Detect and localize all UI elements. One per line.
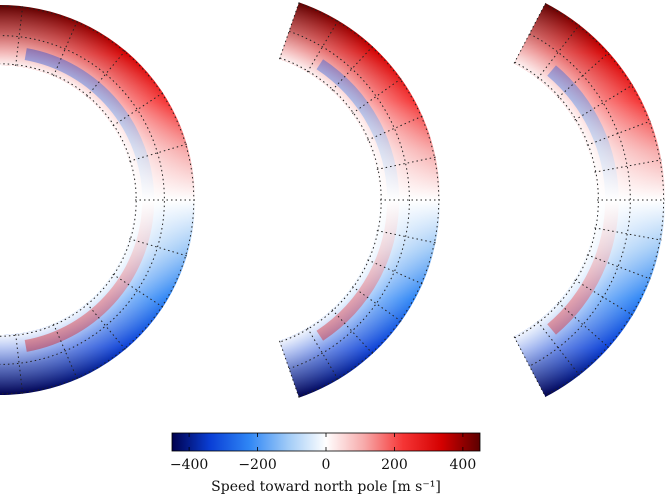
grid-radial bbox=[376, 156, 436, 170]
grid-radial bbox=[306, 327, 339, 380]
grid-radial bbox=[367, 259, 423, 285]
field-inner bbox=[316, 59, 400, 341]
grid-arc bbox=[529, 33, 631, 367]
colorbar-tick-label: 0 bbox=[322, 457, 331, 473]
grid-radial bbox=[279, 340, 300, 398]
field-fade bbox=[0, 5, 195, 395]
grid-radial bbox=[331, 309, 374, 355]
meridional-panel bbox=[0, 5, 195, 395]
grid-radial bbox=[367, 115, 423, 141]
grid-radial bbox=[352, 78, 402, 114]
grid-radial bbox=[279, 2, 300, 60]
grid-arc bbox=[0, 63, 137, 337]
grid-radial bbox=[53, 20, 78, 77]
colorbar-label: Speed toward north pole [m s⁻¹] bbox=[211, 479, 441, 495]
field-inner bbox=[24, 48, 155, 352]
meridional-panel bbox=[279, 2, 440, 398]
grid-radial bbox=[15, 6, 24, 66]
grid-radial bbox=[129, 143, 187, 162]
colorbar-tick-label: 400 bbox=[450, 457, 477, 473]
grid-arc bbox=[514, 61, 599, 339]
colorbar-tick-label: −400 bbox=[170, 457, 208, 473]
meridional-panel bbox=[513, 2, 666, 398]
grid-radial bbox=[53, 323, 78, 380]
grid-radial bbox=[352, 286, 402, 322]
panels bbox=[0, 2, 666, 398]
grid-radial bbox=[306, 20, 339, 73]
grid-radial bbox=[129, 238, 187, 257]
field-fade bbox=[514, 3, 666, 397]
colorbar-tick-label: 200 bbox=[381, 457, 408, 473]
grid-radial bbox=[112, 92, 164, 127]
grid-radial bbox=[331, 45, 374, 91]
grid-radial bbox=[86, 50, 126, 97]
colorbar: −400 −200 0 200 400 bbox=[170, 432, 481, 473]
field-inner bbox=[547, 65, 619, 335]
grid-radial bbox=[15, 334, 24, 394]
field-fade bbox=[279, 2, 440, 398]
grid-radial bbox=[86, 303, 126, 350]
grid-radial bbox=[112, 273, 164, 308]
grid-radial bbox=[376, 230, 436, 244]
grid-arc bbox=[288, 30, 410, 370]
colorbar-tick-label: −200 bbox=[238, 457, 276, 473]
